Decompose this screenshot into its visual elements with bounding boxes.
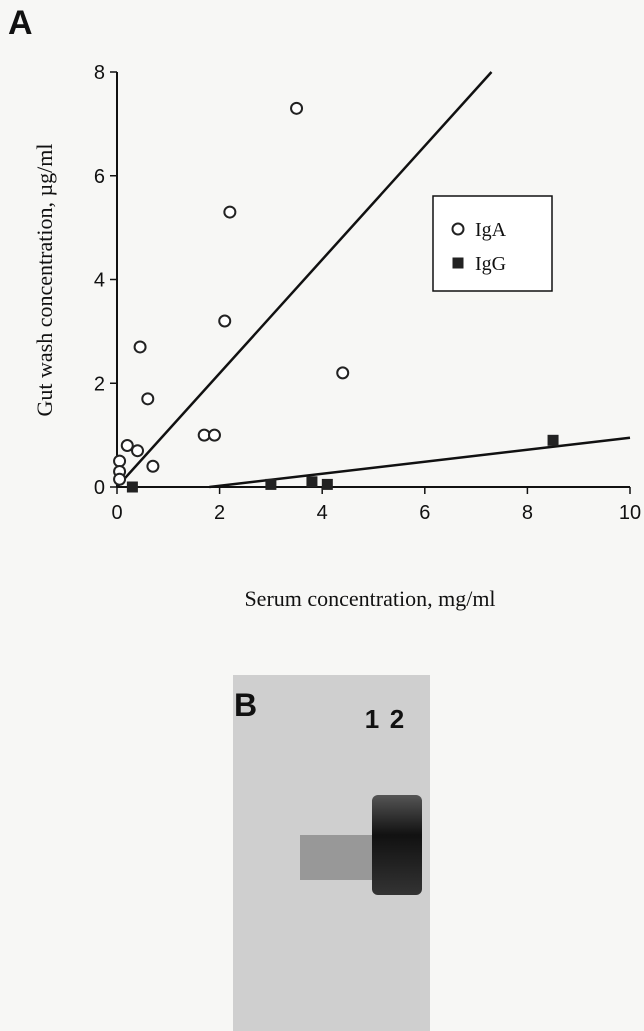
x-tick-label: 0: [111, 502, 122, 524]
y-tick-label: 2: [94, 373, 105, 395]
figure: A Serum concentration, mg/ml Gut wash co…: [0, 0, 644, 1031]
gel-band: [372, 795, 422, 895]
y-tick-label: 4: [94, 270, 105, 292]
legend-marker: [453, 258, 464, 269]
data-point: [337, 367, 348, 378]
x-axis-label: Serum concentration, mg/ml: [244, 586, 495, 611]
data-point: [548, 435, 559, 446]
data-point: [224, 207, 235, 218]
x-tick-label: 2: [214, 502, 225, 524]
data-point: [132, 445, 143, 456]
lane-label: 1: [365, 704, 379, 734]
data-point: [306, 476, 317, 487]
legend-box: [433, 196, 552, 291]
panel-label: B: [234, 687, 257, 723]
legend-label: IgG: [475, 253, 506, 275]
data-point: [209, 430, 220, 441]
data-point: [219, 316, 230, 327]
x-tick-label: 10: [619, 502, 641, 524]
x-tick-label: 4: [317, 502, 328, 524]
data-point: [135, 341, 146, 352]
data-point: [142, 393, 153, 404]
y-tick-label: 6: [94, 166, 105, 188]
x-tick-label: 8: [522, 502, 533, 524]
lane-label: 2: [390, 704, 404, 734]
data-point: [291, 103, 302, 114]
legend-label: IgA: [475, 219, 507, 241]
data-point: [265, 479, 276, 490]
data-point: [127, 482, 138, 493]
x-tick-label: 6: [419, 502, 430, 524]
gel-band: [300, 835, 375, 880]
data-point: [147, 461, 158, 472]
y-tick-label: 8: [94, 62, 105, 84]
legend-marker: [453, 224, 464, 235]
y-tick-label: 0: [94, 477, 105, 499]
data-point: [122, 440, 133, 451]
data-point: [114, 456, 125, 467]
data-point: [114, 474, 125, 485]
page: A Serum concentration, mg/ml Gut wash co…: [0, 0, 644, 1031]
y-axis-label: Gut wash concentration, µg/ml: [32, 144, 57, 417]
data-point: [322, 479, 333, 490]
panel-label: A: [8, 4, 33, 42]
